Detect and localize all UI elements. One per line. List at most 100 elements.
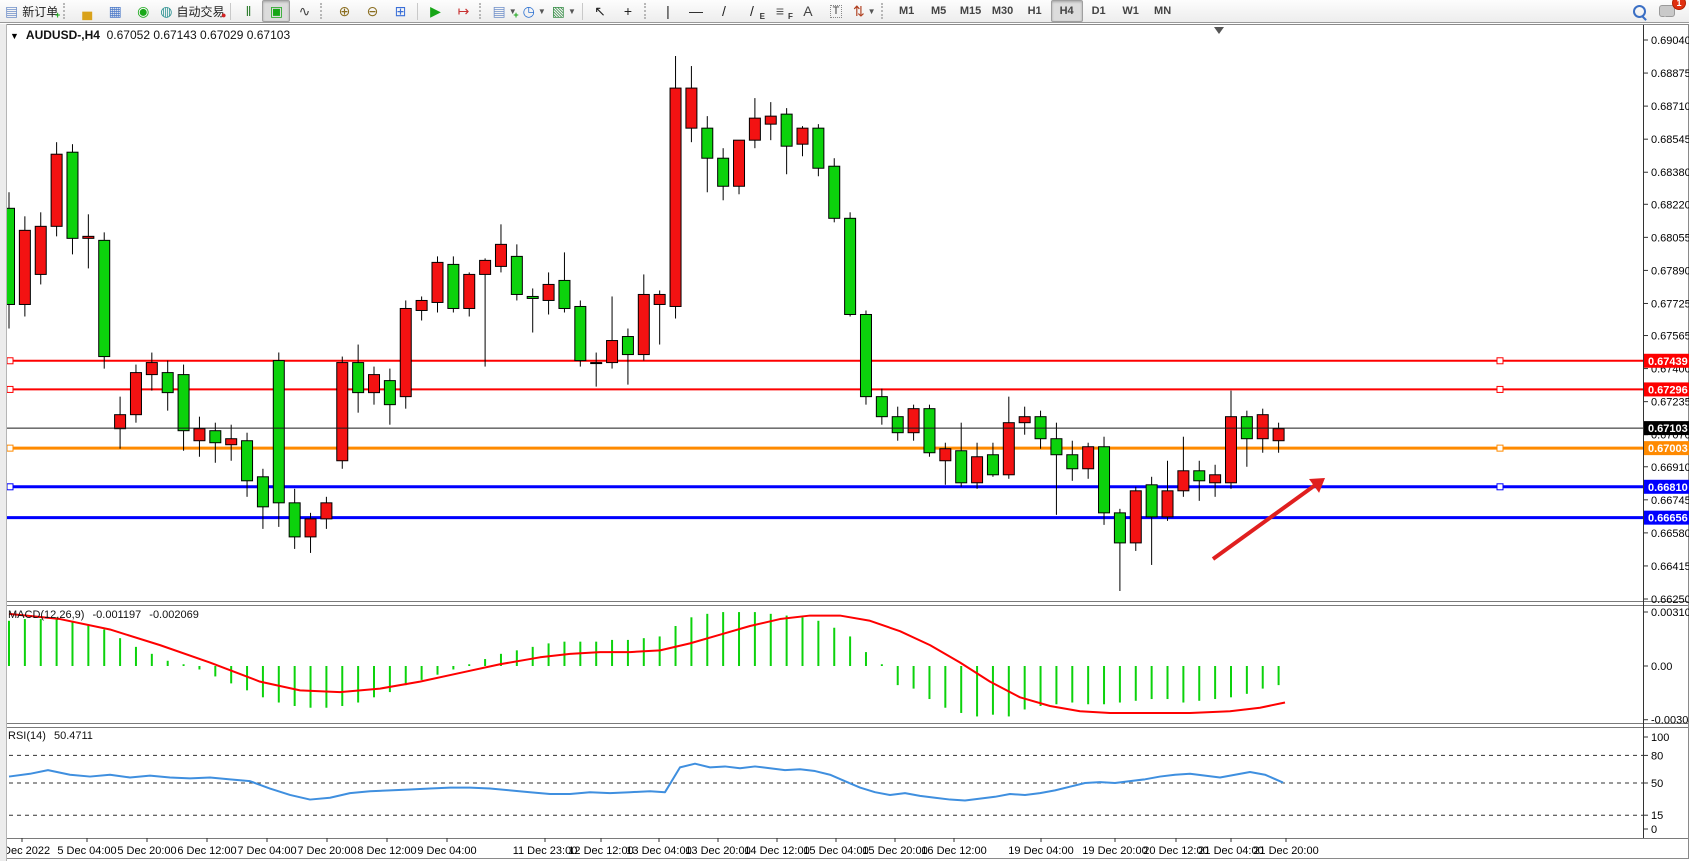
equidistant-channel-button[interactable]: / E — [738, 0, 766, 22]
hline-handle-left[interactable] — [6, 483, 14, 491]
symbol-timeframe-label: AUDUSD-,H4 — [25, 28, 100, 42]
crosshair-button[interactable]: + — [614, 0, 642, 22]
zoom-out-button[interactable]: ⊖ — [358, 0, 386, 22]
auto-trading-icon-overlay: ● — [221, 10, 227, 20]
fibonacci-icon: ≡ — [775, 3, 785, 19]
trend-arrow-object[interactable] — [1211, 478, 1325, 561]
candle-chart-mode-button[interactable]: ▣ — [262, 0, 291, 22]
vertical-line-button[interactable]: | — [654, 0, 682, 22]
svg-text:0.68220: 0.68220 — [1651, 199, 1689, 211]
svg-text:100: 100 — [1651, 732, 1669, 744]
periods-button-caret[interactable]: ▼ — [537, 6, 546, 16]
svg-text:0.67890: 0.67890 — [1651, 265, 1689, 277]
tile-windows-button[interactable]: ⊞ — [386, 0, 414, 22]
toolbar-separator — [479, 3, 485, 19]
trendline-button[interactable]: / — [710, 0, 738, 22]
periods-button[interactable]: ◷ ▼ — [520, 0, 549, 22]
cursor-icon: ↖ — [594, 3, 606, 19]
svg-text:0.67565: 0.67565 — [1651, 331, 1689, 343]
one-click-trading-toggle[interactable]: ▼ — [10, 31, 19, 41]
signals-button[interactable]: ◉ — [129, 0, 157, 22]
hline-handle-right[interactable] — [1496, 385, 1504, 393]
svg-text:0.67296: 0.67296 — [1648, 384, 1688, 396]
window-left-edge — [0, 24, 7, 861]
svg-text:5 Dec 20:00: 5 Dec 20:00 — [117, 845, 176, 857]
bar-chart-mode-button[interactable]: ‖ — [234, 0, 262, 22]
toolbar-separator — [643, 3, 650, 19]
fibonacci-button[interactable]: ≡ F — [766, 0, 794, 22]
timeframe-button-m1[interactable]: M1 — [898, 5, 915, 17]
timeframe-button-m5[interactable]: M5 — [930, 5, 947, 17]
chart-shift-marker[interactable] — [1214, 27, 1224, 34]
text-button[interactable]: A — [794, 0, 822, 22]
svg-text:8 Dec 12:00: 8 Dec 12:00 — [357, 845, 416, 857]
templates-button[interactable]: ▧ ▼ — [549, 0, 579, 22]
svg-text:20 Dec 12:00: 20 Dec 12:00 — [1143, 845, 1208, 857]
new-chart-button[interactable]: ▤ + ▼ — [489, 0, 519, 22]
text-label-button[interactable]: T — [822, 0, 850, 22]
timeframe-button-d1[interactable]: D1 — [1091, 5, 1106, 17]
tile-windows-icon: ⊞ — [394, 3, 407, 19]
price-tags: 0.67439 0.67296 0.67003 0.66810 0.66656 0.671… — [1644, 353, 1689, 525]
channel-icon-sub: E — [759, 12, 765, 21]
svg-text:16 Dec 12:00: 16 Dec 12:00 — [921, 845, 986, 857]
svg-text:-0.003089: -0.003089 — [1651, 715, 1689, 727]
chart-shift-icon: ↦ — [457, 3, 470, 19]
toolbar-separator — [230, 2, 232, 20]
market-watch-button[interactable]: ▄ — [73, 0, 101, 22]
line-chart-mode-button[interactable]: ∿ — [290, 0, 318, 22]
hline-icon: — — [688, 3, 703, 19]
auto-scroll-button[interactable]: ▶ — [421, 0, 449, 22]
hline-handle-left[interactable] — [6, 444, 14, 452]
toolbar-separator — [417, 2, 419, 20]
clock-icon: ◷ — [522, 3, 535, 19]
new-order-button-label: 新订单 — [22, 4, 59, 19]
text-label-icon: T — [829, 4, 843, 18]
auto-trading-button[interactable]: ◍ ● 自动交易 — [157, 0, 227, 22]
svg-text:0.66910: 0.66910 — [1651, 462, 1689, 474]
svg-text:5 Dec 04:00: 5 Dec 04:00 — [57, 845, 116, 857]
macd-indicator-label: MACD(12,26,9) -0.001197 -0.002069 — [8, 609, 204, 621]
svg-text:0.68875: 0.68875 — [1651, 68, 1689, 80]
symbol-ohlc-bar: ▼ AUDUSD-,H4 0.67052 0.67143 0.67029 0.67… — [10, 28, 290, 42]
svg-text:9 Dec 04:00: 9 Dec 04:00 — [417, 845, 476, 857]
hline-handle-right[interactable] — [1496, 483, 1504, 491]
svg-text:13 Dec 20:00: 13 Dec 20:00 — [685, 845, 750, 857]
timeframe-button-w1[interactable]: W1 — [1122, 5, 1139, 17]
zoom-in-icon: ⊕ — [338, 3, 351, 19]
svg-text:0.67003: 0.67003 — [1648, 443, 1688, 455]
chat-button[interactable]: 1 — [1653, 0, 1686, 22]
arrows-button[interactable]: ⇅ ▼ — [850, 0, 879, 22]
horizontal-line-button[interactable]: — — [682, 0, 710, 22]
hline-handle-left[interactable] — [6, 385, 14, 393]
profiles-button[interactable]: ▦ — [101, 0, 129, 22]
candlesticks — [3, 56, 1285, 591]
macd-histogram — [8, 612, 1280, 717]
svg-text:0.68710: 0.68710 — [1651, 101, 1689, 113]
chart-shift-button[interactable]: ↦ — [449, 0, 477, 22]
search-button[interactable] — [1625, 0, 1653, 22]
new-order-button[interactable]: ▤ + 新订单 — [2, 0, 61, 22]
timeframe-button-h4[interactable]: H4 — [1050, 0, 1083, 22]
new-chart-button-caret[interactable]: ▼ — [508, 6, 517, 16]
macd-signal-line — [8, 612, 1286, 714]
svg-text:0.67439: 0.67439 — [1648, 356, 1688, 368]
hline-handle-right[interactable] — [1496, 357, 1504, 365]
hline-handle-right[interactable] — [1496, 444, 1504, 452]
timeframe-button-h1[interactable]: H1 — [1027, 5, 1042, 17]
text-icon: A — [803, 3, 813, 19]
timeframe-button-mn[interactable]: MN — [1154, 5, 1172, 17]
hline-handle-left[interactable] — [6, 357, 14, 365]
cursor-button[interactable]: ↖ — [586, 0, 614, 22]
zoom-in-button[interactable]: ⊕ — [330, 0, 358, 22]
timeframe-button-m15[interactable]: M15 — [959, 5, 982, 17]
svg-text:13 Dec 04:00: 13 Dec 04:00 — [626, 845, 691, 857]
rsi-name: RSI(14) — [8, 730, 46, 742]
templates-button-caret[interactable]: ▼ — [568, 6, 576, 16]
arrows-button-caret[interactable]: ▼ — [867, 6, 876, 16]
chat-icon — [1659, 5, 1675, 17]
timeframe-button-m30[interactable]: M30 — [991, 5, 1014, 17]
svg-text:15 Dec 20:00: 15 Dec 20:00 — [862, 845, 927, 857]
auto-trading-button-label: 自动交易 — [176, 4, 225, 19]
crosshair-icon: + — [623, 3, 633, 19]
